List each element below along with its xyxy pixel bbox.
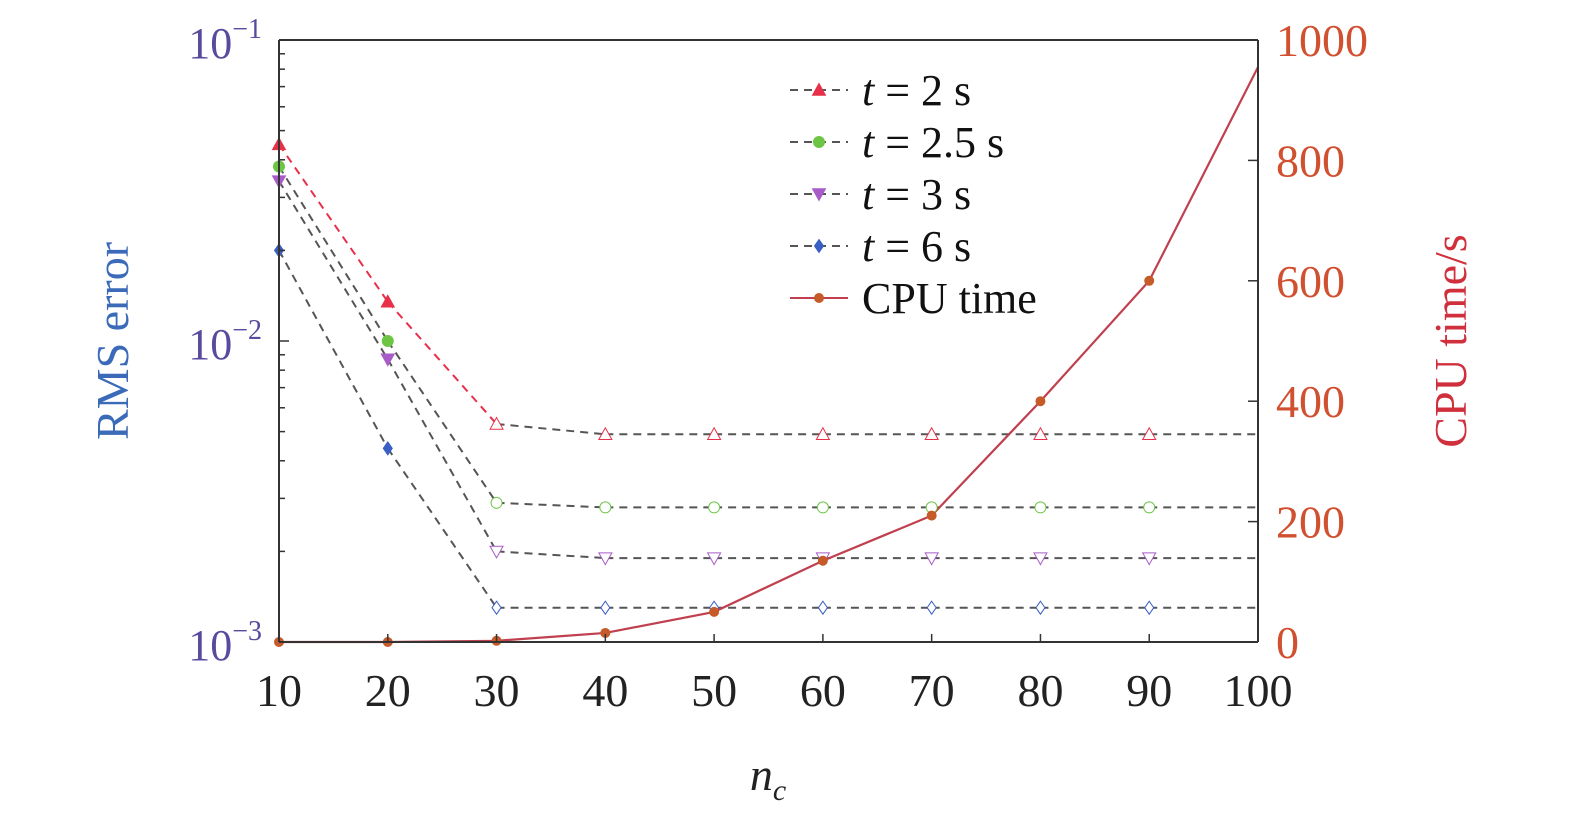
y-right-tick-label: 600 (1276, 256, 1345, 307)
x-tick-label: 10 (256, 665, 302, 716)
series-line-t-3-s-segment (278, 180, 389, 360)
series-point-t-2-5-s (1034, 501, 1047, 514)
series-point-cpu-time (817, 555, 828, 566)
series-line-t-2-5-s-segment (496, 501, 606, 509)
legend-label: t = 6 s (862, 222, 971, 271)
y-right-tick-label: 800 (1276, 135, 1345, 186)
legend-marker (811, 188, 827, 202)
series-line-t-2-s-segment (496, 422, 606, 436)
y-right-tick-label: 400 (1276, 376, 1345, 427)
y-right-tick-label: 200 (1276, 497, 1345, 548)
axis-text-layer: 10 20 30 40 50 60 70 80 90 100 10−1 10−2 10−3 0 200 400… (87, 14, 1476, 807)
series-point-t-3-s (380, 353, 396, 367)
series-line-cpu-time (279, 66, 1259, 644)
legend-label: t = 2 s (862, 66, 971, 115)
series-line-t-6-s-segment (386, 447, 498, 609)
series-point-cpu-time (926, 510, 937, 521)
x-tick-label: 40 (582, 665, 628, 716)
series-point-t-2-s (1033, 426, 1048, 440)
series-point-t-6-s (491, 600, 502, 616)
x-tick-label: 70 (909, 665, 955, 716)
series-point-t-3-s (924, 552, 940, 566)
series-point-t-2-5-s (1143, 501, 1156, 514)
series-point-t-3-s (706, 552, 722, 566)
series-point-t-6-s (817, 600, 828, 616)
series-line-t-2-5-s-segment (278, 165, 389, 342)
x-tick-label: 30 (474, 665, 520, 716)
series-line-t-2-s-segment (278, 143, 389, 303)
series-point-t-2-5-s (708, 501, 721, 514)
y-left-tick-label: 10−3 (188, 616, 262, 670)
x-tick-label: 50 (691, 665, 737, 716)
series-point-t-2-s (597, 426, 613, 440)
series-line-t-2-s-segment (387, 301, 498, 425)
series-lines-layer (278, 66, 1259, 644)
y-left-tick-label: 10−2 (188, 315, 262, 369)
x-tick-label: 100 (1224, 665, 1293, 716)
series-point-cpu-time (1144, 275, 1155, 286)
series-point-t-6-s (600, 600, 611, 616)
series-point-t-6-s (926, 600, 937, 616)
series-point-t-2-s (1141, 426, 1157, 440)
series-point-t-2-s (924, 426, 940, 440)
series-point-t-3-s (1141, 552, 1157, 566)
x-tick-label: 80 (1017, 665, 1063, 716)
x-tick-label: 60 (800, 665, 846, 716)
axes-layer (278, 39, 1259, 643)
y-right-axis-title: CPU time/s (1425, 234, 1476, 447)
legend-marker (811, 82, 827, 96)
y-right-tick-label: 1000 (1276, 15, 1368, 66)
x-tick-label: 20 (365, 665, 411, 716)
legend-marker (813, 136, 825, 148)
series-point-t-2-5-s (599, 501, 612, 514)
y-left-tick-label: 10−1 (188, 14, 262, 68)
series-line-t-3-s-segment (496, 550, 606, 560)
series-point-t-6-s (1035, 600, 1046, 616)
series-point-t-3-s (489, 545, 504, 559)
legend-marker (813, 238, 825, 254)
series-point-t-3-s (1033, 552, 1048, 566)
series-markers-layer (271, 136, 1157, 647)
legend-label: t = 3 s (862, 170, 971, 219)
series-point-t-2-s (380, 294, 396, 308)
series-point-t-2-s (815, 426, 831, 440)
series-line-t-6-s-segment (278, 249, 389, 449)
series-point-t-2-s (706, 426, 722, 440)
series-point-cpu-time (1035, 396, 1046, 407)
x-axis-title: nc (750, 749, 786, 807)
y-right-tick-label: 0 (1276, 617, 1299, 668)
series-line-t-2-5-s-segment (386, 340, 498, 504)
series-point-t-3-s (597, 552, 613, 566)
series-point-t-6-s (1144, 600, 1155, 616)
x-tick-label: 90 (1126, 665, 1172, 716)
series-point-t-2-5-s (816, 501, 829, 514)
series-point-cpu-time (709, 606, 720, 617)
series-line-t-3-s-segment (386, 358, 498, 552)
series-point-t-2-5-s (381, 335, 394, 347)
y-left-axis-title: RMS error (87, 242, 138, 440)
series-point-t-2-s (489, 416, 504, 430)
legend-label: CPU time (862, 274, 1037, 323)
series-point-t-6-s (382, 440, 393, 456)
legend-label: t = 2.5 s (862, 118, 1004, 167)
series-point-t-2-5-s (490, 496, 503, 509)
legend-marker (814, 293, 824, 303)
